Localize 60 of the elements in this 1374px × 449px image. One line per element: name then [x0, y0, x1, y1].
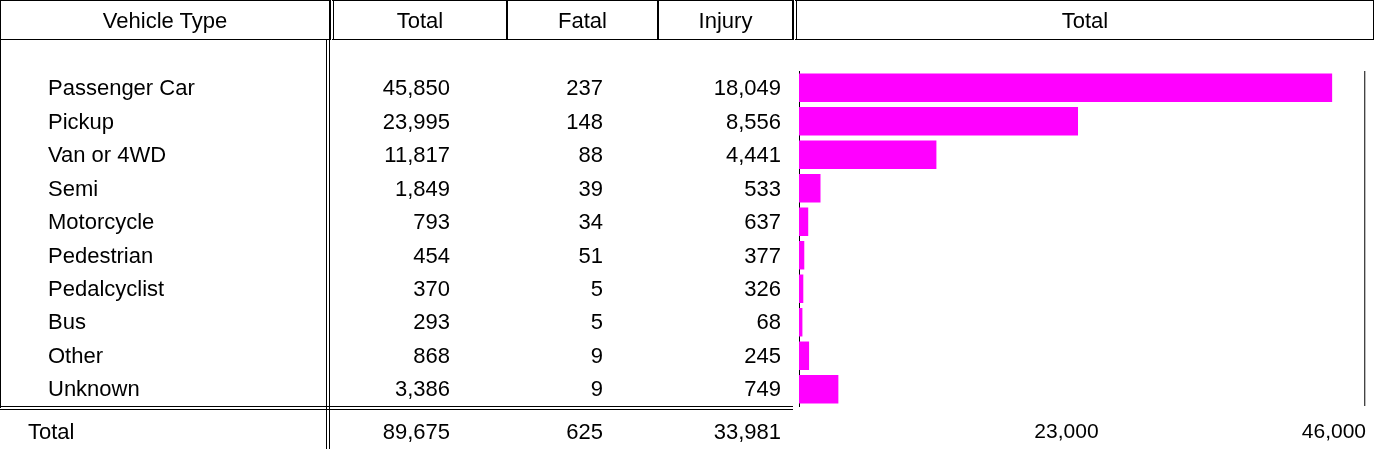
category-label: Unknown [48, 375, 141, 404]
data-label: 293 [412, 308, 450, 337]
bar [799, 174, 821, 203]
data-label: 45,850 [381, 74, 450, 103]
data-label: 5 [589, 274, 603, 303]
data-label: 18,049 [712, 74, 781, 103]
data-label: 23,995 [381, 107, 450, 136]
category-label: Pedestrian [48, 241, 155, 270]
text: Vehicle Type [0, 0, 330, 40]
category-label: Passenger Car [48, 74, 196, 103]
text: Total [330, 0, 507, 40]
x-tick-label: 23,000 [1034, 419, 1099, 443]
category-label: Total [28, 418, 76, 446]
data-label: 625 [565, 418, 603, 446]
text: Fatal [507, 0, 658, 40]
data-label: 33,981 [712, 418, 781, 446]
data-label: 533 [743, 174, 781, 203]
data-label: 5 [589, 308, 603, 337]
category-label: Semi [48, 174, 100, 203]
x-tick-label: 46,000 [1301, 419, 1366, 443]
data-label: 454 [412, 241, 450, 270]
data-label: 793 [412, 208, 450, 237]
category-label: Other [48, 341, 105, 370]
bar [799, 375, 839, 404]
data-label: 377 [743, 241, 781, 270]
data-label: 89,675 [381, 418, 450, 446]
data-label: 68 [755, 308, 781, 337]
data-label: 3,386 [393, 375, 450, 404]
bar [799, 274, 804, 303]
data-label: 9 [589, 375, 603, 404]
data-label: 637 [743, 208, 781, 237]
text: Injury [658, 0, 793, 40]
data-label: 39 [577, 174, 603, 203]
data-label: 8,556 [724, 107, 781, 136]
data-label: 237 [565, 74, 603, 103]
bar [799, 241, 805, 270]
data-label: 1,849 [393, 174, 450, 203]
data-label: 11,817 [383, 141, 450, 170]
data-label: 4,441 [724, 141, 781, 170]
bar [799, 341, 810, 370]
bar [799, 140, 937, 169]
bar [799, 107, 1079, 136]
data-label: 370 [412, 274, 450, 303]
data-label: 245 [743, 341, 781, 370]
category-label: Pedalcyclist [48, 274, 166, 303]
category-label: Motorcycle [48, 208, 156, 237]
data-label: 148 [565, 107, 603, 136]
data-label: 88 [577, 141, 603, 170]
chart-title: Total [793, 0, 1374, 40]
category-label: Van or 4WD [48, 141, 168, 170]
data-label: 34 [577, 208, 603, 237]
data-label: 326 [743, 274, 781, 303]
bar [799, 207, 809, 236]
data-label: 51 [577, 241, 603, 270]
data-label: 868 [412, 341, 450, 370]
bar [799, 73, 1333, 102]
category-label: Pickup [48, 107, 116, 136]
data-label: 9 [589, 341, 603, 370]
data-label: 749 [743, 375, 781, 404]
category-label: Bus [48, 308, 87, 337]
